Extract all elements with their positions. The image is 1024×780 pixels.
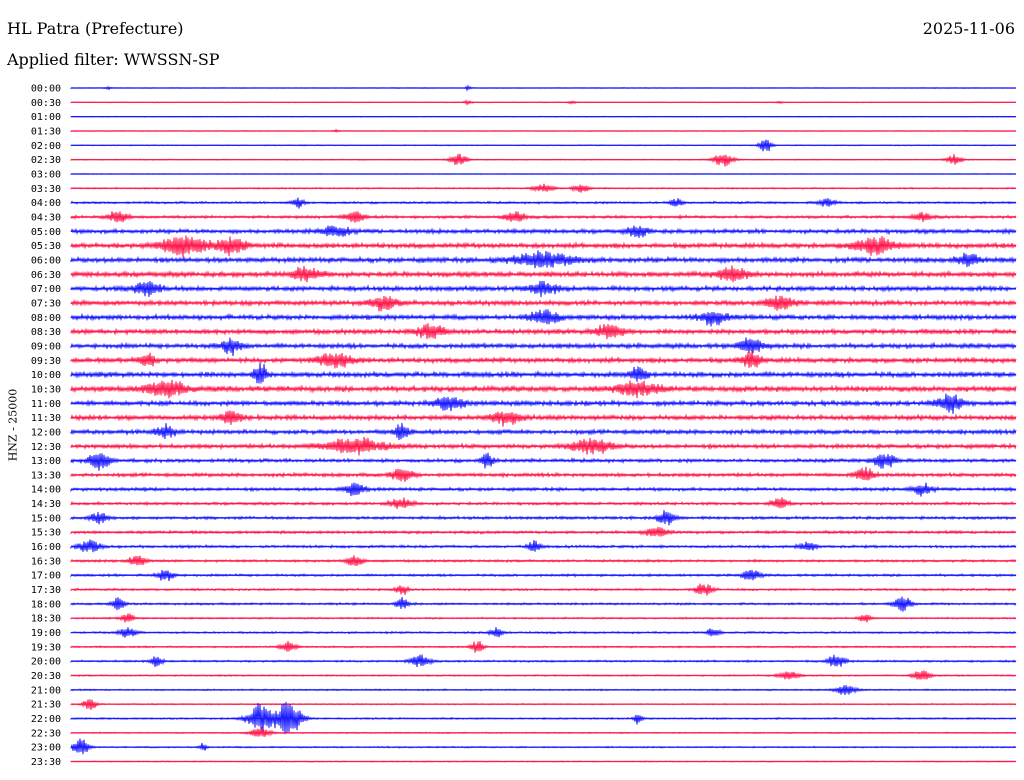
- row-time-label: 05:30: [31, 241, 61, 252]
- seismic-trace-0900: [70, 337, 1017, 357]
- row-time-label: 09:00: [31, 341, 61, 352]
- row-time-label: 21:30: [31, 700, 61, 711]
- row-time-label: 14:30: [31, 499, 61, 510]
- row-time-label: 15:00: [31, 513, 61, 524]
- station-title: HL Patra (Prefecture): [7, 19, 184, 38]
- row-time-label: 11:30: [31, 413, 61, 424]
- row-time-label: 20:00: [31, 657, 61, 668]
- row-time-label: 09:30: [31, 356, 61, 367]
- row-time-label: 15:30: [31, 528, 61, 539]
- row-time-label: 08:30: [31, 327, 61, 338]
- row-time-label: 00:30: [31, 98, 61, 109]
- row-time-label: 00:00: [31, 84, 61, 95]
- seismic-trace-1600: [70, 539, 1017, 553]
- row-time-label: 12:00: [31, 427, 61, 438]
- record-date: 2025-11-06: [922, 19, 1015, 38]
- row-time-label: 11:00: [31, 399, 61, 410]
- seismic-trace-1000: [70, 362, 1017, 384]
- filter-label: Applied filter: WWSSN-SP: [7, 50, 220, 69]
- row-time-label: 18:00: [31, 599, 61, 610]
- seismic-trace-1300: [70, 452, 1017, 471]
- row-time-label: 23:30: [31, 757, 61, 768]
- seismic-trace-2230: [70, 726, 1017, 737]
- row-time-label: 05:00: [31, 227, 61, 238]
- seismic-trace-0600: [70, 250, 1017, 269]
- row-time-label: 01:30: [31, 126, 61, 137]
- seismic-trace-0530: [70, 235, 1017, 258]
- row-time-label: 10:00: [31, 370, 61, 381]
- row-time-label: 01:00: [31, 112, 61, 123]
- row-time-label: 19:30: [31, 642, 61, 653]
- row-time-label: 06:30: [31, 270, 61, 281]
- row-time-label: 21:00: [31, 685, 61, 696]
- row-time-label: 18:30: [31, 614, 61, 625]
- seismic-trace-2300: [70, 738, 1017, 755]
- row-time-label: 03:00: [31, 169, 61, 180]
- row-time-label: 12:30: [31, 442, 61, 453]
- row-time-label: 13:00: [31, 456, 61, 467]
- seismic-trace-0930: [70, 350, 1017, 369]
- row-time-label: 16:00: [31, 542, 61, 553]
- row-time-label: 17:30: [31, 585, 61, 596]
- seismic-trace-1130: [70, 410, 1017, 427]
- row-time-label: 07:30: [31, 298, 61, 309]
- row-time-label: 02:30: [31, 155, 61, 166]
- row-time-label: 04:00: [31, 198, 61, 209]
- row-time-label: 10:30: [31, 384, 61, 395]
- row-time-label: 20:30: [31, 671, 61, 682]
- row-time-label: 16:30: [31, 556, 61, 567]
- row-time-label: 03:30: [31, 184, 61, 195]
- row-time-label: 04:30: [31, 212, 61, 223]
- row-time-label: 22:30: [31, 728, 61, 739]
- row-time-label: 06:00: [31, 255, 61, 266]
- row-time-label: 17:00: [31, 571, 61, 582]
- row-time-label: 14:00: [31, 485, 61, 496]
- row-time-label: 07:00: [31, 284, 61, 295]
- row-time-label: 02:00: [31, 141, 61, 152]
- row-time-label: 08:00: [31, 313, 61, 324]
- row-time-label: 22:00: [31, 714, 61, 725]
- row-time-label: 13:30: [31, 470, 61, 481]
- row-time-label: 23:00: [31, 743, 61, 754]
- row-time-label: 19:00: [31, 628, 61, 639]
